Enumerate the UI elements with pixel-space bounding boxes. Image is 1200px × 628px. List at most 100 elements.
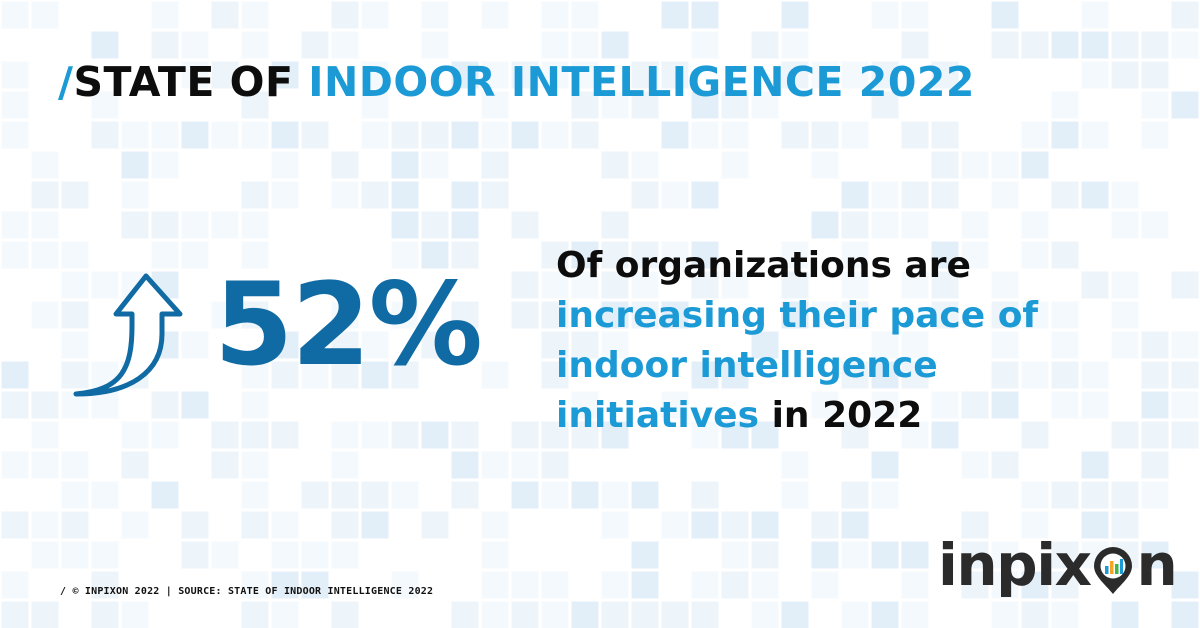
background-square <box>601 91 629 119</box>
background-square <box>661 511 689 539</box>
background-square <box>61 301 89 329</box>
background-square <box>901 121 929 149</box>
background-square <box>1081 31 1109 59</box>
background-square <box>121 511 149 539</box>
background-square <box>1051 121 1079 149</box>
background-square <box>1141 91 1169 119</box>
background-square <box>241 481 269 509</box>
background-square <box>1111 61 1139 89</box>
background-square <box>241 601 269 628</box>
background-square <box>811 151 839 179</box>
background-square <box>991 391 1019 419</box>
background-square <box>481 1 509 29</box>
statement-line-4-blue: initiatives <box>556 395 760 436</box>
background-square <box>1051 91 1079 119</box>
background-square <box>991 271 1019 299</box>
background-square <box>541 121 569 149</box>
background-square <box>421 1 449 29</box>
background-square <box>721 271 749 299</box>
background-square <box>511 211 539 239</box>
background-square <box>1021 31 1049 59</box>
background-square <box>871 211 899 239</box>
background-square <box>331 451 359 479</box>
background-square <box>361 421 389 449</box>
background-square <box>511 451 539 479</box>
background-square <box>991 571 1019 599</box>
background-square <box>1141 451 1169 479</box>
logo-text-start: inpix <box>938 531 1092 599</box>
background-square <box>151 391 179 419</box>
background-square <box>1081 61 1109 89</box>
background-square <box>871 541 899 569</box>
background-square <box>451 601 479 628</box>
background-square <box>271 61 299 89</box>
background-square <box>301 31 329 59</box>
background-square <box>901 211 929 239</box>
background-square <box>271 601 299 628</box>
background-square <box>841 421 869 449</box>
background-square <box>931 61 959 89</box>
background-square <box>331 481 359 509</box>
background-square <box>91 481 119 509</box>
background-square <box>211 541 239 569</box>
background-square <box>31 601 59 628</box>
background-square <box>1 1 29 29</box>
background-square <box>541 31 569 59</box>
background-square <box>91 91 119 119</box>
background-square <box>1141 331 1169 359</box>
background-square <box>421 151 449 179</box>
background-square <box>181 31 209 59</box>
background-square <box>271 361 299 389</box>
background-square <box>271 181 299 209</box>
background-square <box>901 601 929 628</box>
background-square <box>181 211 209 239</box>
background-square <box>601 31 629 59</box>
background-square <box>331 301 359 329</box>
stat-statement: Of organizations are increasing their pa… <box>556 241 1176 441</box>
background-square <box>31 181 59 209</box>
background-square <box>1081 451 1109 479</box>
background-square <box>1051 541 1079 569</box>
background-square <box>361 331 389 359</box>
background-square <box>271 541 299 569</box>
background-square <box>751 601 779 628</box>
background-square <box>121 451 149 479</box>
background-square <box>271 571 299 599</box>
background-square <box>691 601 719 628</box>
background-square <box>691 271 719 299</box>
background-square <box>541 601 569 628</box>
background-square <box>481 61 509 89</box>
background-square <box>301 541 329 569</box>
background-square <box>541 571 569 599</box>
background-square <box>31 1 59 29</box>
background-square <box>781 601 809 628</box>
background-square <box>961 211 989 239</box>
background-square <box>661 241 689 269</box>
background-square <box>271 121 299 149</box>
background-square <box>481 511 509 539</box>
background-square <box>511 61 539 89</box>
background-square <box>841 181 869 209</box>
background-square <box>451 481 479 509</box>
background-square <box>1171 421 1199 449</box>
inpixon-logo: inpix n <box>938 536 1178 594</box>
background-square <box>391 241 419 269</box>
background-square <box>481 91 509 119</box>
background-square <box>901 541 929 569</box>
background-square <box>331 541 359 569</box>
background-square <box>481 451 509 479</box>
background-square <box>1021 301 1049 329</box>
background-square <box>781 121 809 149</box>
background-square <box>421 331 449 359</box>
background-square <box>91 391 119 419</box>
background-square <box>1081 481 1109 509</box>
background-square <box>571 241 599 269</box>
background-square <box>691 241 719 269</box>
background-square <box>151 121 179 149</box>
background-square <box>391 211 419 239</box>
background-square <box>1141 391 1169 419</box>
background-square <box>691 181 719 209</box>
background-square <box>391 301 419 329</box>
background-square <box>1 121 29 149</box>
background-square <box>481 121 509 149</box>
